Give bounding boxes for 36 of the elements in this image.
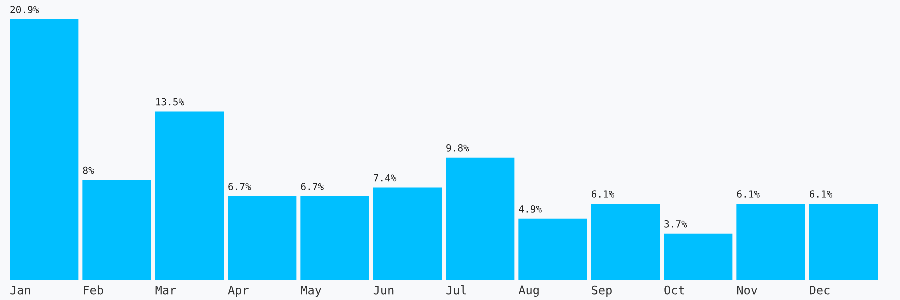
x-tick-label: Jun	[374, 286, 394, 295]
x-tick-label: Dec	[810, 286, 830, 295]
x-tick-label: Oct	[664, 286, 684, 295]
bar	[300, 196, 370, 280]
data-label: 4.9%	[519, 206, 542, 213]
bar	[518, 218, 588, 280]
data-label: 8%	[83, 166, 94, 174]
data-label: 6.7%	[228, 183, 252, 190]
bar	[10, 20, 79, 280]
bar	[228, 196, 297, 280]
bar	[664, 234, 733, 280]
bar	[82, 180, 152, 280]
bar	[155, 112, 224, 280]
bar	[809, 204, 878, 280]
data-label: 13.5%	[156, 98, 184, 106]
data-label: 6.1%	[592, 190, 615, 198]
data-label: 9.8%	[446, 144, 470, 152]
data-label: 6.1%	[810, 190, 833, 198]
data-label: 20.9%	[10, 6, 40, 14]
data-label: 6.1%	[737, 190, 760, 198]
x-tick-label: Sep	[592, 286, 612, 298]
x-tick-label: Nov	[737, 286, 758, 295]
bar	[373, 188, 442, 280]
x-tick-label: Jan	[10, 286, 30, 295]
x-tick-label: Apr	[228, 286, 249, 298]
x-tick-label: Mar	[156, 286, 176, 295]
x-tick-label: Aug	[518, 286, 539, 298]
data-label: 3.7%	[664, 220, 688, 228]
x-tick-label: Jul	[446, 286, 466, 295]
x-tick-label: May	[301, 286, 322, 298]
x-tick-label: Feb	[84, 286, 104, 295]
bar	[591, 204, 660, 280]
data-label: 7.4%	[374, 174, 397, 182]
bar	[446, 158, 515, 280]
data-label: 6.7%	[301, 183, 324, 190]
bar	[736, 204, 806, 280]
